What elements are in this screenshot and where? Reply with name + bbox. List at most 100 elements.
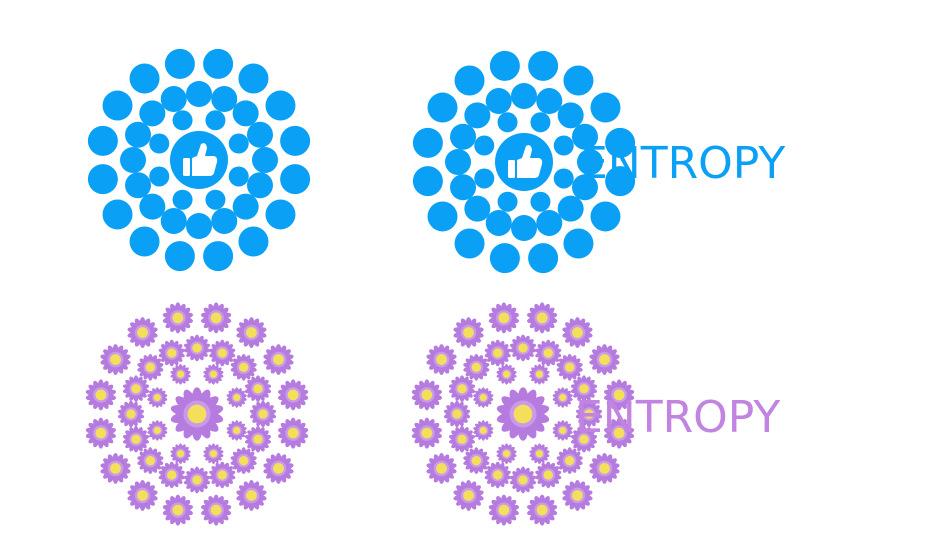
- dot: [605, 166, 636, 197]
- dot: [445, 149, 471, 175]
- flower-icon: [527, 302, 558, 334]
- flower-icon: [278, 379, 309, 411]
- dot: [211, 207, 238, 234]
- flower-icon: [209, 461, 236, 489]
- flower-icon: [249, 400, 277, 428]
- flower-logo: [85, 302, 309, 526]
- dot: [160, 207, 187, 234]
- dot: [102, 90, 133, 121]
- flower-icon: [100, 452, 131, 484]
- flower-icon: [122, 375, 150, 403]
- dot: [87, 125, 118, 156]
- dot: [530, 191, 551, 212]
- flower-icon: [484, 339, 511, 367]
- dot: [160, 86, 187, 113]
- dot: [563, 228, 594, 259]
- flower-icon: [100, 344, 131, 376]
- dot: [232, 193, 259, 220]
- thumbs-up-icon: [508, 145, 543, 178]
- flower-icon: [448, 375, 476, 403]
- flower-icon: [535, 339, 562, 367]
- dot: [280, 164, 311, 195]
- dot: [553, 168, 574, 189]
- flower-icon: [527, 494, 558, 526]
- flower-icon: [209, 339, 236, 367]
- flower-icon: [226, 420, 247, 441]
- dot: [454, 228, 485, 259]
- dot: [102, 199, 133, 230]
- flower-icon: [201, 302, 232, 334]
- flower-icon: [529, 443, 550, 465]
- dot: [280, 125, 311, 156]
- dot: [511, 83, 537, 109]
- flower-icon: [496, 443, 517, 465]
- dot: [412, 166, 443, 197]
- dot: [120, 147, 146, 173]
- flower-icon: [556, 353, 583, 381]
- dot: [464, 195, 491, 222]
- dot: [427, 92, 458, 123]
- dot: [497, 112, 518, 133]
- flower-icon: [552, 387, 573, 408]
- flower-icon: [162, 494, 193, 526]
- dot: [590, 92, 621, 123]
- dot: [464, 102, 491, 129]
- flower-icon: [463, 353, 490, 381]
- flower-icon: [230, 353, 257, 381]
- flower-icon: [263, 452, 294, 484]
- dot: [129, 63, 160, 94]
- flower-icon: [147, 420, 168, 441]
- dot: [528, 243, 559, 274]
- flower-icon: [127, 317, 158, 348]
- flower-logo-with-wordmark: [411, 302, 635, 526]
- flower-icon: [137, 447, 164, 475]
- flower-icon: [158, 461, 185, 489]
- flower-icon: [570, 375, 598, 403]
- flower-icon: [117, 400, 145, 428]
- flower-icon: [278, 417, 309, 449]
- flower-icon: [183, 466, 211, 494]
- flower-icon: [226, 387, 247, 408]
- flower-icon: [589, 452, 620, 484]
- dot: [450, 174, 477, 201]
- dot: [205, 110, 226, 131]
- flower-icon: [137, 353, 164, 381]
- dot: [563, 65, 594, 96]
- dot: [265, 199, 296, 230]
- dot: [186, 81, 212, 107]
- flower-icon: [236, 480, 267, 511]
- flower-icon: [488, 302, 519, 334]
- flower-icon: [170, 387, 224, 441]
- flower-icon: [509, 466, 537, 494]
- dot-logo: [87, 48, 311, 272]
- dot: [571, 123, 598, 150]
- dot: [228, 133, 249, 154]
- dot: [149, 166, 170, 187]
- dot: [528, 50, 559, 81]
- dot: [557, 195, 584, 222]
- dot: [164, 48, 195, 79]
- flower-icon: [183, 334, 211, 362]
- dot: [474, 168, 495, 189]
- flower-icon: [147, 387, 168, 408]
- flower-icon: [201, 494, 232, 526]
- dot: [211, 86, 238, 113]
- flower-icon: [162, 302, 193, 334]
- dot: [577, 149, 603, 175]
- wordmark-text: ENTROPY: [575, 392, 780, 443]
- dot: [497, 191, 518, 212]
- flower-icon: [411, 379, 442, 411]
- flower-icon: [230, 447, 257, 475]
- dot: [228, 166, 249, 187]
- flower-icon: [263, 344, 294, 376]
- flower-icon: [127, 480, 158, 511]
- dot: [590, 201, 621, 232]
- flower-icon: [604, 417, 635, 449]
- flower-icon: [535, 461, 562, 489]
- dot: [203, 48, 234, 79]
- flower-icon: [473, 420, 494, 441]
- flower-icon: [589, 344, 620, 376]
- wordmark-text: ENTROPY: [580, 138, 785, 189]
- dot: [427, 201, 458, 232]
- flower-icon: [473, 387, 494, 408]
